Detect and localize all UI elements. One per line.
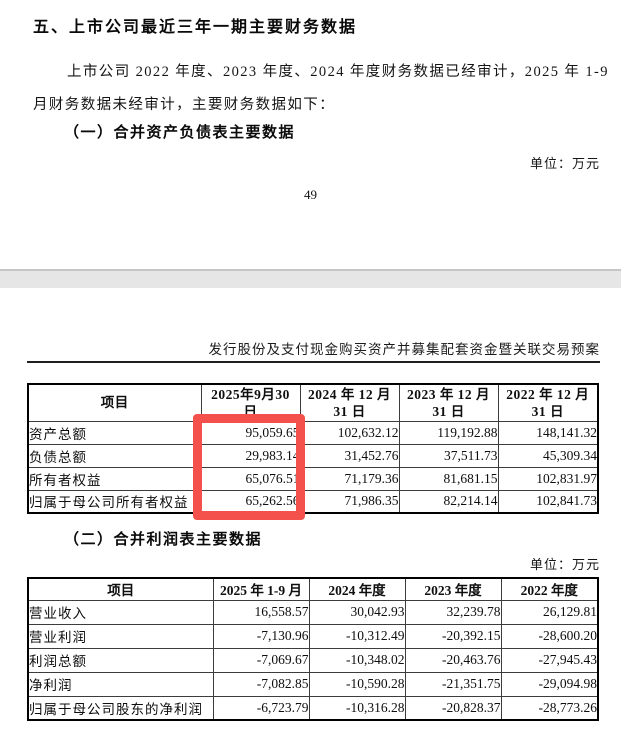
- header-cell-2024: 2024 年 12 月 31 日: [299, 383, 400, 422]
- table-cell: -10,590.28: [308, 671, 406, 697]
- page-number: 49: [304, 187, 317, 202]
- row-label: 净利润: [27, 671, 214, 697]
- table-cell: 148,141.32: [497, 420, 599, 445]
- table-cell: 16,558.57: [212, 599, 310, 625]
- header-cell-2023: 2023 年度: [404, 577, 502, 601]
- table-row: 归属于母公司股东的净利润 -6,723.79 -10,316.28 -20,82…: [27, 695, 599, 721]
- table-cell: -20,392.15: [404, 623, 502, 649]
- table-cell: 102,841.73: [497, 489, 599, 514]
- row-label: 营业利润: [27, 623, 214, 649]
- table-cell: 45,309.34: [497, 443, 599, 468]
- unit-label-1: 单位：万元: [529, 156, 600, 171]
- paragraph-line-1: 上市公司 2022 年度、2023 年度、2024 年度财务数据已经审计，202…: [67, 64, 609, 80]
- table-cell: 71,179.36: [299, 466, 400, 491]
- table-cell: -28,600.20: [500, 623, 599, 649]
- table-row: 所有者权益 65,076.51 71,179.36 81,681.15 102,…: [27, 466, 599, 491]
- header-cell-item: 项目: [27, 383, 202, 422]
- header-cell-2022: 2022 年 12 月 31 日: [497, 383, 599, 422]
- table-cell: -29,094.98: [500, 671, 599, 697]
- page-title: 五、上市公司最近三年一期主要财务数据: [33, 19, 358, 36]
- table-row: 负债总额 29,983.14 31,452.76 37,511.73 45,30…: [27, 443, 599, 468]
- row-label: 归属于母公司股东的净利润: [27, 695, 214, 721]
- table-cell: -7,069.67: [212, 647, 310, 673]
- table-cell: -27,945.43: [500, 647, 599, 673]
- table-cell: -7,082.85: [212, 671, 310, 697]
- table-row: 营业收入 16,558.57 30,042.93 32,239.78 26,12…: [27, 599, 599, 625]
- table-cell: 65,076.51: [200, 466, 301, 491]
- table-row: 利润总额 -7,069.67 -10,348.02 -20,463.76 -27…: [27, 647, 599, 673]
- header-cell-2024: 2024 年度: [308, 577, 406, 601]
- table-cell: 26,129.81: [500, 599, 599, 625]
- table-cell: -20,828.37: [404, 695, 502, 721]
- table-cell: -10,316.28: [308, 695, 406, 721]
- table-row: 归属于母公司所有者权益 65,262.56 71,986.35 82,214.1…: [27, 489, 599, 514]
- table-cell: 71,986.35: [299, 489, 400, 514]
- row-label: 负债总额: [27, 443, 202, 468]
- row-label: 营业收入: [27, 599, 214, 625]
- row-label: 利润总额: [27, 647, 214, 673]
- table-cell: -10,312.49: [308, 623, 406, 649]
- table-cell: 30,042.93: [308, 599, 406, 625]
- section-title-income-statement: （二）合并利润表主要数据: [64, 531, 263, 548]
- table-cell: 31,452.76: [299, 443, 400, 468]
- table-cell: -21,351.75: [404, 671, 502, 697]
- header-rule: [27, 361, 600, 363]
- header-cell-2025: 2025 年 1-9 月: [212, 577, 310, 601]
- running-header: 发行股份及支付现金购买资产并募集配套资金暨关联交易预案: [208, 342, 600, 357]
- header-cell-2025: 2025年9月30 日: [200, 383, 301, 422]
- table-row: 净利润 -7,082.85 -10,590.28 -21,351.75 -29,…: [27, 671, 599, 697]
- row-label: 归属于母公司所有者权益: [27, 489, 202, 514]
- table-cell: 81,681.15: [398, 466, 499, 491]
- table-cell: -20,463.76: [404, 647, 502, 673]
- income-statement-table: 项目 2025 年 1-9 月 2024 年度 2023 年度 2022 年度 …: [27, 577, 599, 721]
- table-cell: 37,511.73: [398, 443, 499, 468]
- table-cell: 119,192.88: [398, 420, 499, 445]
- table-row: 资产总额 95,059.65 102,632.12 119,192.88 148…: [27, 420, 599, 445]
- table-header-row: 项目 2025年9月30 日 2024 年 12 月 31 日 2023 年 12 …: [27, 383, 599, 422]
- unit-label-2: 单位：万元: [529, 557, 600, 572]
- table-cell: 65,262.56: [200, 489, 301, 514]
- row-label: 资产总额: [27, 420, 202, 445]
- table-cell: 82,214.14: [398, 489, 499, 514]
- table-cell: -6,723.79: [212, 695, 310, 721]
- table-cell: -10,348.02: [308, 647, 406, 673]
- table-cell: -7,130.96: [212, 623, 310, 649]
- table-cell: 102,831.97: [497, 466, 599, 491]
- page-separator-band: [0, 269, 621, 288]
- table-cell: 102,632.12: [299, 420, 400, 445]
- header-cell-item: 项目: [27, 577, 214, 601]
- balance-sheet-table: 项目 2025年9月30 日 2024 年 12 月 31 日 2023 年 12 …: [27, 383, 599, 514]
- table-cell: -28,773.26: [500, 695, 599, 721]
- table-row: 营业利润 -7,130.96 -10,312.49 -20,392.15 -28…: [27, 623, 599, 649]
- row-label: 所有者权益: [27, 466, 202, 491]
- table-cell: 32,239.78: [404, 599, 502, 625]
- section-title-balance-sheet: （一）合并资产负债表主要数据: [64, 124, 296, 141]
- table-cell: 29,983.14: [200, 443, 301, 468]
- header-cell-2022: 2022 年度: [500, 577, 599, 601]
- table-header-row: 项目 2025 年 1-9 月 2024 年度 2023 年度 2022 年度: [27, 577, 599, 601]
- paragraph-line-2: 月财务数据未经审计，主要财务数据如下：: [33, 97, 336, 113]
- table-cell: 95,059.65: [200, 420, 301, 445]
- header-cell-2023: 2023 年 12 月 31 日: [398, 383, 499, 422]
